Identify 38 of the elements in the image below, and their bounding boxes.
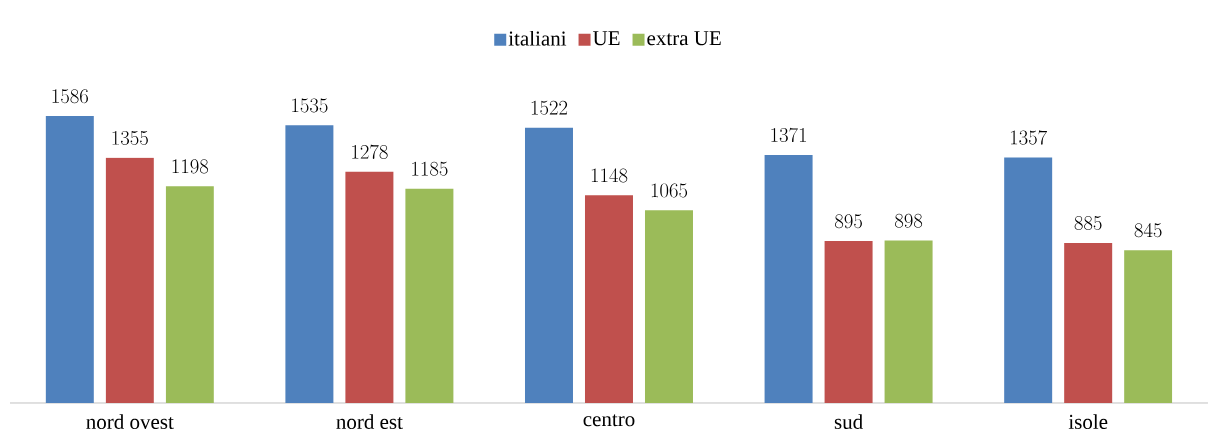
bar [824,241,873,403]
data-label: 1185 [412,161,448,176]
data-label: 898 [895,213,923,228]
data-label: 1586 [52,89,88,104]
bar [1124,250,1173,403]
data-label: 895 [835,214,862,229]
data-label: 1535 [292,98,328,113]
legend-label: italiani [508,30,567,46]
legend-label: extra UE [647,31,721,46]
bar [1004,157,1053,403]
bar [644,210,693,403]
x-tick-label: nord ovest [86,414,174,429]
data-label: 1198 [172,159,209,174]
data-label: 885 [1074,215,1102,231]
data-label: 1148 [591,168,628,183]
bar [345,171,394,403]
bar [45,116,94,403]
bar [285,125,334,403]
data-label: 1065 [651,183,688,198]
bar [884,240,933,403]
bar [405,188,454,403]
x-tick-label: centro [583,414,635,427]
x-tick-label: sud [834,414,863,429]
data-label: 1357 [1010,130,1047,145]
data-label: 1355 [112,130,148,145]
data-label: 1522 [531,100,568,115]
legend-label: UE [592,31,620,46]
x-tick-label: isole [1068,414,1108,429]
bar [764,154,813,403]
data-label: 845 [1134,223,1162,238]
bar [1064,242,1113,403]
data-label: 1278 [352,144,388,159]
bar [524,127,573,403]
bar [165,186,214,403]
x-tick-label: nord est [336,414,403,429]
data-label: 1371 [771,127,807,143]
bar [105,157,154,403]
bar [584,195,633,403]
